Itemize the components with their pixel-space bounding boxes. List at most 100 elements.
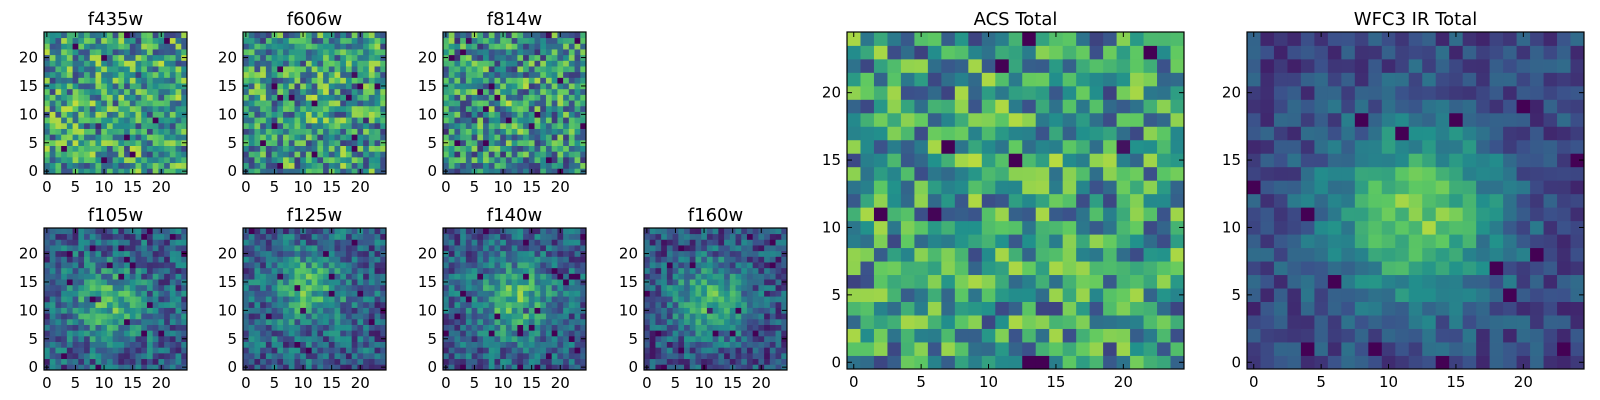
f606w-pixel <box>368 100 375 107</box>
acs-total-pixel <box>860 328 875 343</box>
f125w-pixel <box>357 296 364 303</box>
f160w-pixel <box>644 284 651 291</box>
f814w-pixel <box>488 122 495 129</box>
f435w-pixel <box>66 49 73 56</box>
f160w-pixel <box>706 335 714 342</box>
f140w-pixel <box>574 335 581 342</box>
f814w-pixel <box>505 32 513 39</box>
f435w-pixel <box>152 32 159 39</box>
f140w-pixel <box>568 256 575 263</box>
f435w-pixel <box>146 156 154 164</box>
f606w-pixel <box>248 162 255 169</box>
f814w-pixel <box>551 151 558 158</box>
f814w-pixel <box>563 77 570 84</box>
f606w-pixel <box>374 117 381 124</box>
f435w-pixel <box>169 134 176 141</box>
f125w-pixel <box>248 250 255 257</box>
f814w-pixel <box>505 100 513 107</box>
f105w-pixel <box>112 352 119 360</box>
acs-total-pixel <box>981 288 996 302</box>
f160w-pixel <box>672 330 679 337</box>
f814w-pixel <box>488 168 495 175</box>
f140w-pixel <box>540 256 547 263</box>
acs-total-pixel <box>968 247 983 262</box>
f140w-pixel <box>534 228 541 235</box>
f125w-pixel <box>380 284 387 291</box>
f125w-pixel <box>300 279 307 286</box>
f140w-pixel <box>534 313 541 320</box>
f606w-pixel <box>294 49 301 56</box>
f814w-ytick-label: 20 <box>418 49 437 67</box>
f105w-pixel <box>66 233 73 240</box>
f140w-pixel <box>494 324 501 331</box>
f160w-pixel <box>775 335 782 342</box>
f125w-pixel <box>294 364 301 371</box>
f105w-pixel <box>129 250 136 257</box>
f125w-pixel <box>328 330 335 337</box>
f435w-pixel <box>49 156 56 164</box>
f105w-pixel <box>175 245 182 252</box>
f160w-ytick-label: 0 <box>628 358 638 376</box>
f435w-pixel <box>84 88 91 95</box>
f125w-pixel <box>351 296 358 303</box>
f140w-pixel <box>471 296 478 303</box>
f105w-pixel <box>112 273 119 280</box>
f160w-pixel <box>672 245 679 252</box>
f814w-pixel <box>477 66 484 73</box>
f140w-pixel <box>534 318 541 325</box>
f814w-pixel <box>517 32 524 39</box>
f606w-ytick-label: 20 <box>218 49 237 67</box>
f435w-pixel <box>158 88 165 95</box>
f105w-pixel <box>164 324 171 331</box>
f606w-pixel <box>340 105 347 112</box>
f125w-pixel <box>283 341 290 348</box>
f814w-pixel <box>534 100 541 107</box>
acs-total-pixel <box>954 193 969 208</box>
acs-total-pixel <box>1035 220 1050 235</box>
f160w-pixel <box>764 330 771 337</box>
f140w-pixel <box>551 256 558 263</box>
f140w-pixel <box>488 330 495 337</box>
f814w-pixel <box>477 54 484 61</box>
f125w-pixel <box>323 352 330 360</box>
f160w-pixel <box>781 313 788 320</box>
f140w-pixel <box>528 245 535 252</box>
f606w-pixel <box>311 134 318 141</box>
acs-total-pixel <box>900 328 915 343</box>
f606w-pixel <box>374 43 381 50</box>
f125w-pixel <box>363 313 370 320</box>
f105w-pixel <box>61 301 68 308</box>
f606w-pixel <box>265 134 272 141</box>
f606w-pixel <box>260 32 267 39</box>
f606w-pixel <box>311 32 318 39</box>
f606w-pixel <box>374 77 381 84</box>
f140w-pixel <box>523 228 530 235</box>
f105w-pixel <box>175 296 182 303</box>
f140w-xtick-label: 10 <box>494 374 513 392</box>
f125w-pixel <box>363 335 370 342</box>
f140w-pixel <box>563 318 570 325</box>
f606w-pixel <box>283 139 290 146</box>
f814w-pixel <box>505 134 513 141</box>
f814w-pixel <box>443 77 450 84</box>
f125w-pixel <box>265 245 272 252</box>
f814w-pixel <box>494 88 501 95</box>
f606w-pixel <box>374 32 381 39</box>
f435w-pixel <box>175 88 182 95</box>
f125w-pixel <box>323 250 330 257</box>
f160w-pixel <box>695 341 702 348</box>
f814w-pixel <box>494 168 501 175</box>
f140w-pixel <box>454 301 461 308</box>
f606w-pixel <box>351 60 358 67</box>
acs-total-pixel <box>1049 166 1064 181</box>
acs-total-pixel <box>954 315 969 329</box>
f606w-pixel <box>340 88 347 95</box>
f140w-pixel <box>505 279 513 286</box>
f140w-pixel <box>448 233 455 240</box>
f160w-pixel <box>718 273 725 280</box>
f160w-pixel <box>672 256 679 263</box>
f105w-pixel <box>158 233 165 240</box>
f606w-pixel <box>368 139 375 146</box>
f125w-pixel <box>357 233 364 240</box>
f814w-pixel <box>488 100 495 107</box>
